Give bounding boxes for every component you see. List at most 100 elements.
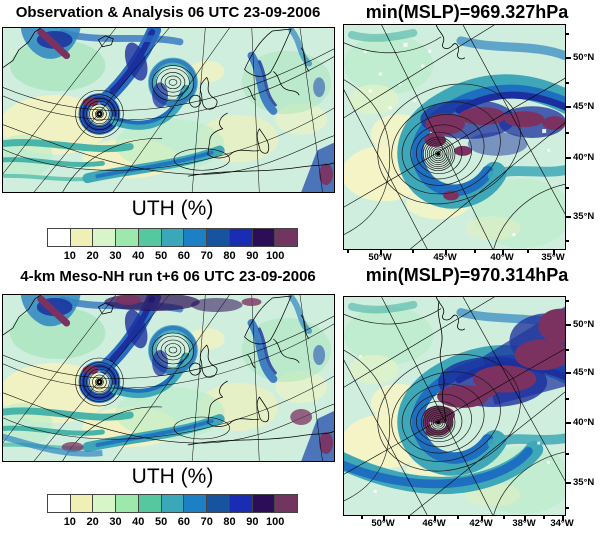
colorbar-cell bbox=[93, 229, 117, 246]
colorbar-tick-label: 10 bbox=[63, 516, 76, 528]
axis-tick bbox=[565, 82, 569, 84]
axis-tick bbox=[361, 515, 363, 519]
colorbar-cell bbox=[252, 495, 276, 512]
axis-tick bbox=[565, 187, 569, 189]
colorbar-cell bbox=[229, 495, 253, 512]
colorbar-cell bbox=[93, 495, 117, 512]
colorbar-cell bbox=[70, 495, 94, 512]
colorbar-tick-label: 60 bbox=[177, 516, 191, 528]
axis-tick bbox=[565, 132, 569, 134]
colorbar-cell bbox=[116, 495, 139, 512]
axis-tick bbox=[565, 422, 571, 424]
colorbar-tick-label: 90 bbox=[246, 516, 259, 528]
lon-tick-label: 50°W bbox=[371, 518, 395, 529]
axis-tick bbox=[565, 157, 571, 159]
axis-tick bbox=[565, 372, 571, 374]
axis-tick bbox=[347, 249, 349, 253]
colorbar-title: UTH (%) bbox=[131, 465, 214, 488]
colorbar-cell bbox=[138, 229, 162, 246]
colorbar-cell bbox=[116, 229, 139, 246]
axis-tick bbox=[565, 453, 569, 455]
uth-colorbar bbox=[47, 228, 298, 247]
colorbar-cell bbox=[161, 229, 185, 246]
axis-tick bbox=[434, 515, 436, 521]
axis-tick bbox=[565, 300, 569, 302]
axis-tick bbox=[543, 515, 545, 519]
colorbar-cell bbox=[275, 495, 298, 512]
colorbar-tick-labels: 10 20 30 40 50 60 70 80 90 100 bbox=[47, 250, 298, 263]
axis-tick bbox=[502, 249, 504, 255]
axis-tick bbox=[565, 240, 569, 242]
uth-map-model-overview bbox=[2, 294, 335, 462]
axis-tick bbox=[565, 33, 569, 35]
colorbar-cell bbox=[275, 229, 298, 246]
axis-tick bbox=[503, 515, 505, 519]
lat-tick-label: 40°N bbox=[573, 152, 595, 163]
axis-tick bbox=[380, 249, 382, 255]
colorbar-tick-labels: 10 20 30 40 50 60 70 80 90 100 bbox=[47, 516, 298, 529]
lon-tick-label: 40°W bbox=[490, 252, 514, 263]
uth-colorbar bbox=[47, 494, 298, 513]
colorbar-tick-label: 50 bbox=[154, 250, 168, 262]
colorbar-tick-label: 60 bbox=[177, 250, 191, 262]
colorbar-tick-label: 20 bbox=[86, 250, 99, 262]
colorbar-tick-label: 40 bbox=[132, 250, 145, 262]
lon-tick-label: 42°W bbox=[469, 518, 493, 529]
axis-tick bbox=[481, 515, 483, 521]
lat-tick-label: 45°N bbox=[573, 367, 595, 378]
colorbar-cell bbox=[207, 229, 230, 246]
lon-tick-label: 45°W bbox=[433, 252, 457, 263]
axis-tick bbox=[565, 507, 569, 509]
colorbar-tick-label: 70 bbox=[200, 250, 213, 262]
colorbar-tick-label: 90 bbox=[246, 250, 259, 262]
colorbar-tick-label: 30 bbox=[109, 250, 122, 262]
colorbar-cell bbox=[252, 229, 276, 246]
colorbar-tick-label: 80 bbox=[223, 516, 236, 528]
colorbar-tick-label: 30 bbox=[109, 516, 122, 528]
colorbar-cell bbox=[70, 229, 94, 246]
lat-tick-label: 35°N bbox=[573, 211, 595, 222]
lon-tick-label: 35°W bbox=[541, 252, 565, 263]
axis-tick bbox=[565, 106, 571, 108]
colorbar-tick-label: 70 bbox=[200, 516, 213, 528]
axis-tick bbox=[457, 515, 459, 519]
panel-title-observation-overview: Observation & Analysis 06 UTC 23-09-2006 bbox=[15, 4, 321, 21]
mslp-zoom-map-model bbox=[343, 296, 566, 516]
colorbar-cell bbox=[138, 495, 162, 512]
colorbar-cell bbox=[184, 495, 208, 512]
uth-map-observation-overview bbox=[2, 27, 335, 193]
colorbar-tick-label: 50 bbox=[154, 516, 168, 528]
lat-tick-label: 50°N bbox=[573, 319, 595, 330]
axis-tick bbox=[408, 515, 410, 519]
colorbar-tick-label: 20 bbox=[86, 516, 99, 528]
axis-tick bbox=[565, 216, 571, 218]
colorbar-cell bbox=[48, 495, 71, 512]
lat-tick-label: 45°N bbox=[573, 101, 595, 112]
lon-tick-label: 46°W bbox=[422, 518, 446, 529]
axis-tick bbox=[565, 349, 569, 351]
mslp-zoom-map-observation bbox=[343, 24, 566, 250]
axis-tick bbox=[383, 515, 385, 521]
axis-tick bbox=[562, 515, 564, 521]
colorbar-cell bbox=[48, 229, 71, 246]
axis-tick bbox=[565, 482, 571, 484]
colorbar-tick-label: 10 bbox=[63, 250, 76, 262]
colorbar-tick-label: 40 bbox=[132, 516, 145, 528]
axis-tick bbox=[527, 249, 529, 253]
lat-tick-label: 40°N bbox=[573, 417, 595, 428]
panel-title-model-mslp: min(MSLP)=970.314hPa bbox=[365, 265, 569, 285]
panel-title-model-overview: 4-km Meso-NH run t+6 06 UTC 23-09-2006 bbox=[20, 268, 316, 285]
lat-tick-label: 50°N bbox=[573, 52, 595, 63]
axis-tick bbox=[565, 57, 571, 59]
colorbar-cell bbox=[184, 229, 208, 246]
axis-tick bbox=[565, 324, 571, 326]
axis-tick bbox=[412, 249, 414, 253]
colorbar-cell bbox=[229, 229, 253, 246]
axis-tick bbox=[565, 398, 569, 400]
lat-tick-label: 35°N bbox=[573, 477, 595, 488]
axis-tick bbox=[474, 249, 476, 253]
panel-title-observation-mslp: min(MSLP)=969.327hPa bbox=[365, 2, 569, 22]
axis-tick bbox=[445, 249, 447, 255]
lon-tick-label: 34°W bbox=[550, 518, 574, 529]
